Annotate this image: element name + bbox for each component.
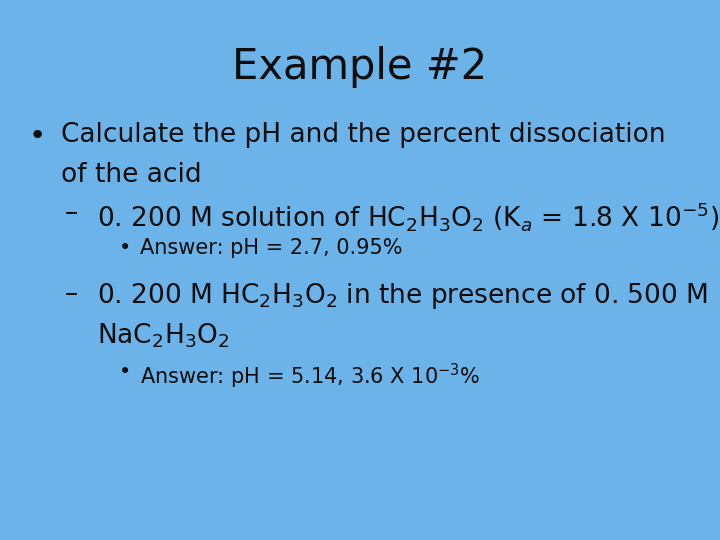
Text: 0. 200 M solution of HC$_2$H$_3$O$_2$ (K$_a$ = 1.8 X 10$^{-5}$): 0. 200 M solution of HC$_2$H$_3$O$_2$ (K… xyxy=(97,200,719,233)
Text: –: – xyxy=(65,281,78,307)
Text: •: • xyxy=(29,122,46,150)
Text: Answer: pH = 5.14, 3.6 X 10$^{-3}$%: Answer: pH = 5.14, 3.6 X 10$^{-3}$% xyxy=(140,362,481,391)
Text: Calculate the pH and the percent dissociation: Calculate the pH and the percent dissoci… xyxy=(61,122,666,147)
Text: Answer: pH = 2.7, 0.95%: Answer: pH = 2.7, 0.95% xyxy=(140,238,403,258)
Text: –: – xyxy=(65,200,78,226)
Text: 0. 200 M HC$_2$H$_3$O$_2$ in the presence of 0. 500 M: 0. 200 M HC$_2$H$_3$O$_2$ in the presenc… xyxy=(97,281,708,311)
Text: of the acid: of the acid xyxy=(61,162,202,188)
Text: NaC$_2$H$_3$O$_2$: NaC$_2$H$_3$O$_2$ xyxy=(97,321,230,350)
Text: •: • xyxy=(119,362,131,382)
Text: Example #2: Example #2 xyxy=(233,46,487,88)
Text: •: • xyxy=(119,238,131,258)
